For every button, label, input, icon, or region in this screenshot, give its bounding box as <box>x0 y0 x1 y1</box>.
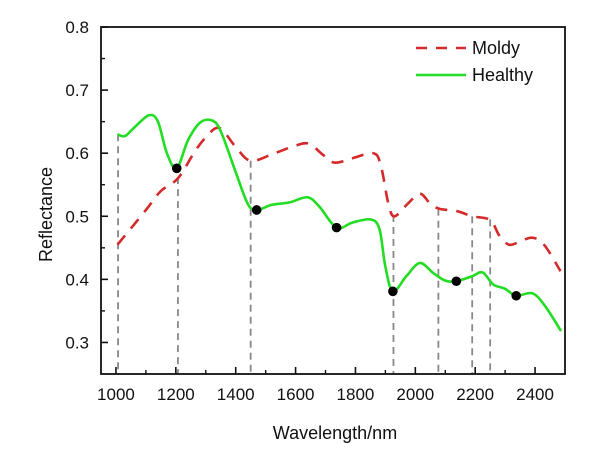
x-tick-label-2400: 2400 <box>516 385 554 404</box>
x-axis-ticks: 1000 1200 1400 1600 1800 2000 2200 2400 <box>97 367 554 404</box>
marker-point-1737 <box>331 222 342 233</box>
series-line-moldy <box>116 126 562 272</box>
plot-frame <box>100 26 566 375</box>
series-line-healthy <box>117 113 563 332</box>
marker-point-1203 <box>171 163 182 174</box>
marker-point-1470 <box>251 205 262 215</box>
x-tick-label-1800: 1800 <box>337 385 375 404</box>
y-tick-label-0.6: 0.6 <box>65 144 89 163</box>
y-tick-label-0.7: 0.7 <box>65 81 89 100</box>
y-tick-label-0.3: 0.3 <box>65 333 89 352</box>
y-axis-ticks: 0.3 0.4 0.5 0.6 0.7 0.8 <box>65 18 108 352</box>
x-tick-label-1000: 1000 <box>97 385 135 404</box>
legend-label-healthy: Healthy <box>472 65 533 85</box>
x-tick-label-1400: 1400 <box>217 385 255 404</box>
y-axis-label: Reflectance <box>36 167 56 262</box>
legend-label-moldy: Moldy <box>472 38 520 58</box>
y-tick-label-0.8: 0.8 <box>65 18 89 37</box>
marker-point-1925 <box>388 286 398 297</box>
series-layer <box>116 113 563 332</box>
legend: Moldy Healthy <box>416 38 533 85</box>
marker-point-2137 <box>451 276 462 287</box>
marker-point-2337 <box>511 290 522 301</box>
x-tick-label-1600: 1600 <box>277 385 315 404</box>
y-tick-label-0.4: 0.4 <box>65 270 89 289</box>
x-axis-label: Wavelength/nm <box>273 423 397 443</box>
x-tick-label-1200: 1200 <box>157 385 195 404</box>
x-tick-label-2000: 2000 <box>396 385 434 404</box>
reference-lines <box>117 134 492 374</box>
y-tick-label-0.5: 0.5 <box>65 207 89 226</box>
markers-layer <box>171 163 522 301</box>
x-tick-label-2200: 2200 <box>456 385 494 404</box>
